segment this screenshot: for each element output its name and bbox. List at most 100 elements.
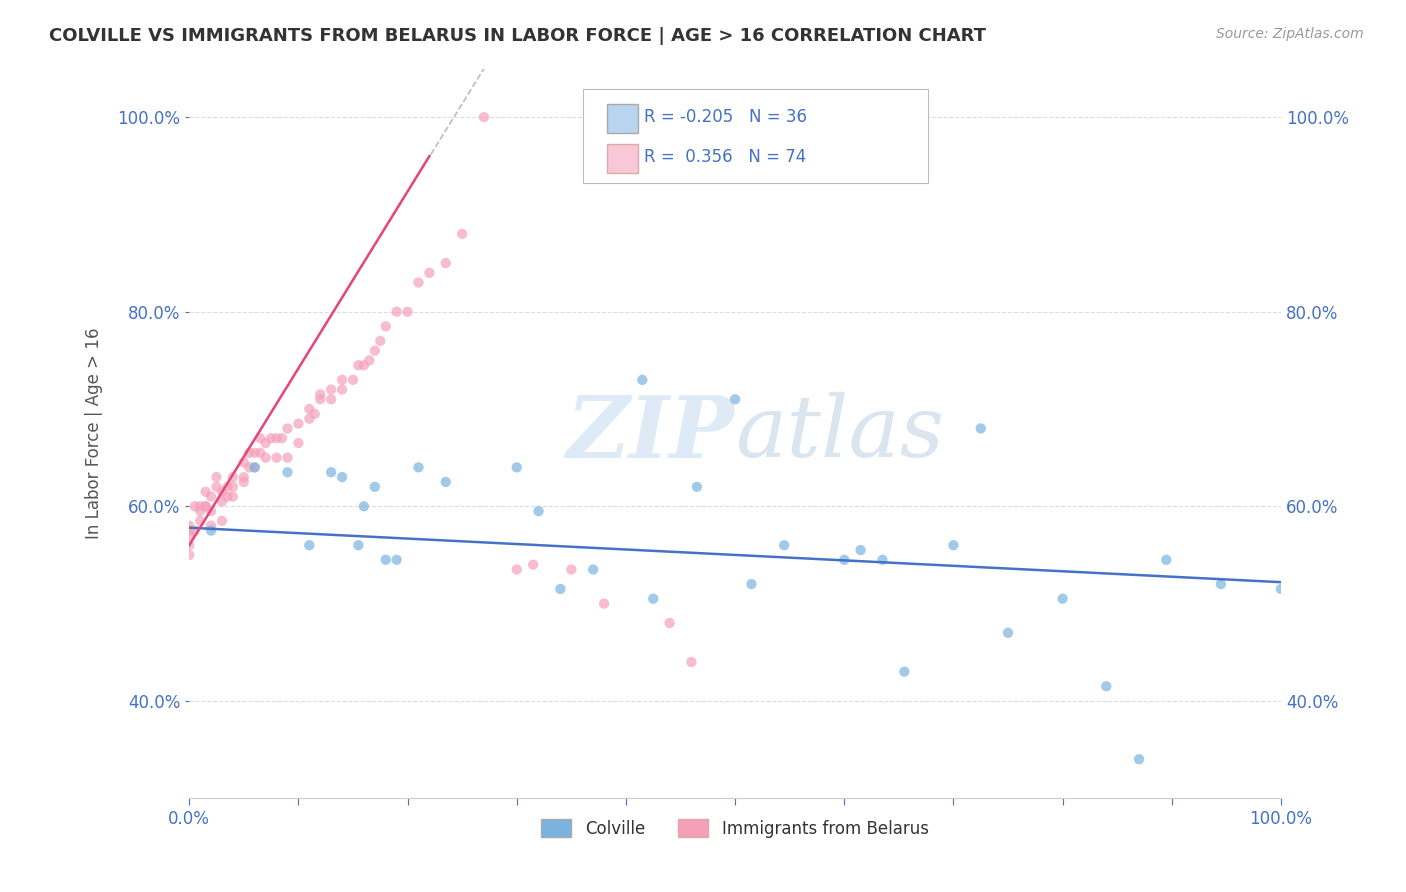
Point [353,500,375,514]
Text: COLVILLE VS IMMIGRANTS FROM BELARUS IN LABOR FORCE | AGE > 16 CORRELATION CHART: COLVILLE VS IMMIGRANTS FROM BELARUS IN L… [49,27,986,45]
Point [179,548,201,562]
Point [522,558,544,572]
Point [681,655,703,669]
Point [249,431,271,445]
Point [298,538,321,552]
Point [364,343,387,358]
Point [211,494,233,508]
Point [550,582,572,596]
Point [582,562,605,576]
Point [200,490,222,504]
Point [254,436,277,450]
Point [740,577,762,591]
Point [385,304,408,318]
Point [260,431,283,445]
Point [359,353,381,368]
Point [194,500,217,514]
Point [194,500,217,514]
Text: ZIP: ZIP [567,392,735,475]
Point [1128,752,1150,766]
Point [418,266,440,280]
Point [249,446,271,460]
Point [194,484,217,499]
Point [832,553,855,567]
Point [179,528,201,542]
Point [686,480,709,494]
Point [298,402,321,417]
Point [205,470,228,484]
Point [238,460,260,475]
Point [211,484,233,499]
Point [309,387,332,401]
Point [342,373,364,387]
Point [321,465,343,479]
Point [276,421,298,435]
Point [434,256,457,270]
Point [200,524,222,538]
Point [1095,679,1118,693]
Point [1209,577,1232,591]
Point [266,450,288,465]
Point [643,591,665,606]
Point [724,392,747,407]
Point [243,446,266,460]
Point [396,304,419,318]
Point [243,460,266,475]
Point [232,475,254,489]
Point [188,514,211,528]
Point [243,460,266,475]
Point [254,450,277,465]
Point [451,227,474,241]
Point [200,504,222,518]
Point [773,538,796,552]
Point [872,553,894,567]
Point [506,562,529,576]
Point [527,504,550,518]
Point [1270,582,1292,596]
Point [271,431,294,445]
Point [309,392,332,407]
Point [1156,553,1178,567]
Point [347,538,370,552]
Point [506,460,529,475]
Point [183,524,205,538]
Point [222,490,245,504]
Point [330,373,353,387]
Point [1052,591,1074,606]
Point [304,407,326,421]
Point [408,460,430,475]
Point [321,383,343,397]
Point [374,319,396,334]
Point [593,597,616,611]
Point [374,553,396,567]
Point [970,421,993,435]
Point [560,562,582,576]
Point [330,383,353,397]
Point [183,500,205,514]
Point [942,538,965,552]
Point [238,446,260,460]
Point [222,480,245,494]
Point [179,518,201,533]
Point [217,490,239,504]
Text: R = -0.205   N = 36: R = -0.205 N = 36 [644,109,807,127]
Point [385,553,408,567]
Point [997,625,1019,640]
Point [200,518,222,533]
Point [353,358,375,372]
Point [321,392,343,407]
Point [347,358,370,372]
Point [188,500,211,514]
Y-axis label: In Labor Force | Age > 16: In Labor Force | Age > 16 [86,327,103,539]
Point [434,475,457,489]
Point [287,436,309,450]
Point [222,470,245,484]
Point [232,456,254,470]
Point [276,465,298,479]
Point [408,276,430,290]
Point [658,615,681,630]
Point [368,334,391,348]
Point [188,504,211,518]
Text: atlas: atlas [735,392,945,475]
Point [472,110,495,124]
